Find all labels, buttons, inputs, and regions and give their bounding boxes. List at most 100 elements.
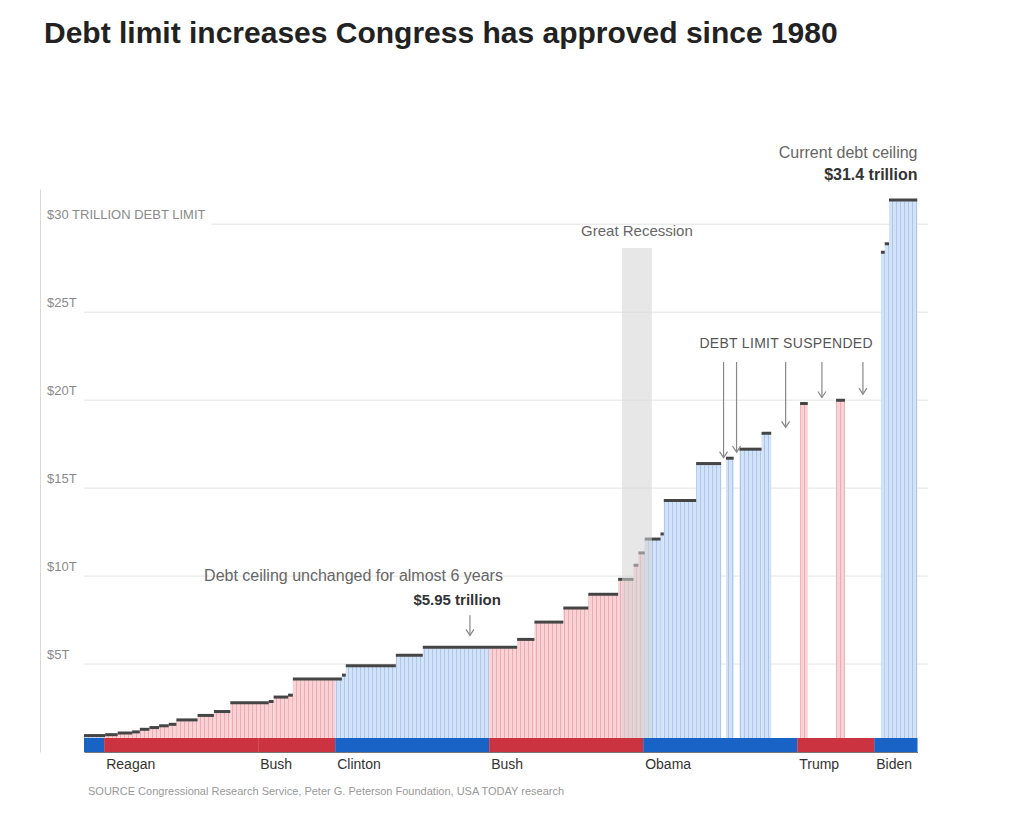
suspended-arrow-head (782, 421, 790, 427)
step-line (214, 710, 230, 713)
president-label: Bush (260, 756, 292, 772)
y-axis: $5T $10T $15T $20T $25T $30 TRILLION DEBT LIM… (40, 190, 206, 753)
step-fill (696, 464, 721, 752)
y-tick-label: $15T (47, 471, 77, 486)
step-line (563, 607, 588, 610)
step-fill (489, 647, 517, 752)
step-fill (588, 594, 618, 752)
grid-line (84, 400, 928, 401)
suspended-arrow-shaft (821, 362, 822, 397)
president-label: Bush (491, 756, 523, 772)
president-band-segment (874, 738, 917, 752)
title-line: Debt limit increases Congress has approv… (44, 16, 838, 49)
step-fill (762, 433, 772, 752)
step-line (396, 654, 423, 657)
suspended-arrow-head (720, 452, 728, 458)
recession-label: Great Recession (581, 222, 693, 239)
step-line (423, 646, 517, 649)
step-line (342, 674, 346, 677)
step-line (293, 678, 342, 681)
y-tick: $10T (40, 559, 77, 577)
y-tick-label: $30 TRILLION DEBT LIMIT (47, 207, 206, 222)
current-ceiling-label: $31.4 trillion (824, 166, 917, 183)
y-axis-line (40, 190, 41, 753)
step-fill (396, 655, 423, 752)
president-label: Biden (876, 756, 912, 772)
unchanged-text: Debt ceiling unchanged for almost 6 year… (204, 567, 503, 584)
step-fill (84, 736, 104, 752)
current-ceiling-text: Current debt ceiling (779, 144, 918, 161)
annotations: DEBT LIMIT SUSPENDED Debt ceiling unchang… (204, 144, 917, 635)
president-band-segment (84, 738, 104, 752)
step-fill (563, 608, 588, 752)
y-tick-label: $5T (47, 647, 69, 662)
president-band-segment (335, 738, 489, 752)
president-band-segment (797, 738, 874, 752)
suspended-arrow-shaft (736, 362, 737, 452)
step-line (269, 700, 274, 703)
step-line (274, 696, 288, 699)
step-fill (739, 449, 761, 752)
step-line (885, 242, 889, 245)
step-fill (423, 647, 489, 752)
step-fill (726, 458, 734, 752)
step-fill (664, 501, 696, 752)
step-line (149, 726, 159, 729)
president-band-segment (258, 738, 335, 752)
step-line (800, 402, 808, 405)
step-line (118, 731, 132, 734)
y-tick: $25T (40, 295, 77, 313)
step-line (881, 251, 885, 254)
step-line (159, 724, 169, 727)
step-fill (881, 252, 885, 752)
step-line (534, 621, 563, 624)
step-fill (800, 403, 808, 752)
chart-svg: Debt limit increases Congress has approv… (0, 0, 1029, 821)
step-line (661, 532, 664, 535)
step-fill (836, 400, 845, 752)
suspended-arrow-shaft (862, 362, 863, 394)
president-band-segment (104, 738, 258, 752)
step-fill (534, 622, 563, 752)
y-tick: $30 TRILLION DEBT LIMIT (40, 207, 206, 225)
y-tick-label: $25T (47, 295, 77, 310)
president-label: Trump (799, 756, 839, 772)
president-band-segment (489, 738, 643, 752)
step-line (836, 399, 845, 402)
suspended-arrow-head (733, 446, 741, 452)
y-tick-label: $20T (47, 383, 77, 398)
chart-title: Debt limit increases Congress has approv… (44, 16, 838, 49)
step-line (664, 499, 696, 502)
president-label: Reagan (106, 756, 155, 772)
president-band-segment (643, 738, 797, 752)
suspended-label: DEBT LIMIT SUSPENDED (699, 335, 873, 351)
suspended-arrow-head (818, 391, 826, 397)
x-axis (85, 752, 919, 753)
step-fill (885, 244, 889, 752)
step-line (739, 448, 761, 451)
step-fill (661, 534, 664, 752)
suspended-arrow-shaft (785, 362, 786, 427)
president-label: Clinton (337, 756, 381, 772)
x-axis-line (85, 752, 919, 753)
step-line (132, 730, 140, 733)
plot-area (84, 200, 918, 752)
y-tick: $5T (40, 647, 69, 665)
step-line (889, 198, 917, 201)
suspended-arrow-head (859, 388, 867, 394)
step-line (230, 701, 268, 704)
unchanged-label: $5.95 trillion (413, 591, 501, 608)
suspended-arrow-shaft (723, 362, 724, 458)
step-line (726, 457, 734, 460)
step-line (762, 432, 772, 435)
step-line (198, 714, 214, 717)
step-line (517, 638, 534, 641)
president-band: ReaganBushClintonBushObamaTrumpBiden (84, 738, 918, 772)
grid-line (211, 224, 928, 225)
step-line (105, 733, 118, 736)
step-line (176, 718, 197, 721)
step-line (346, 664, 396, 667)
recession: Great Recession (581, 222, 693, 738)
y-tick: $15T (40, 471, 77, 489)
step-line (288, 694, 293, 697)
